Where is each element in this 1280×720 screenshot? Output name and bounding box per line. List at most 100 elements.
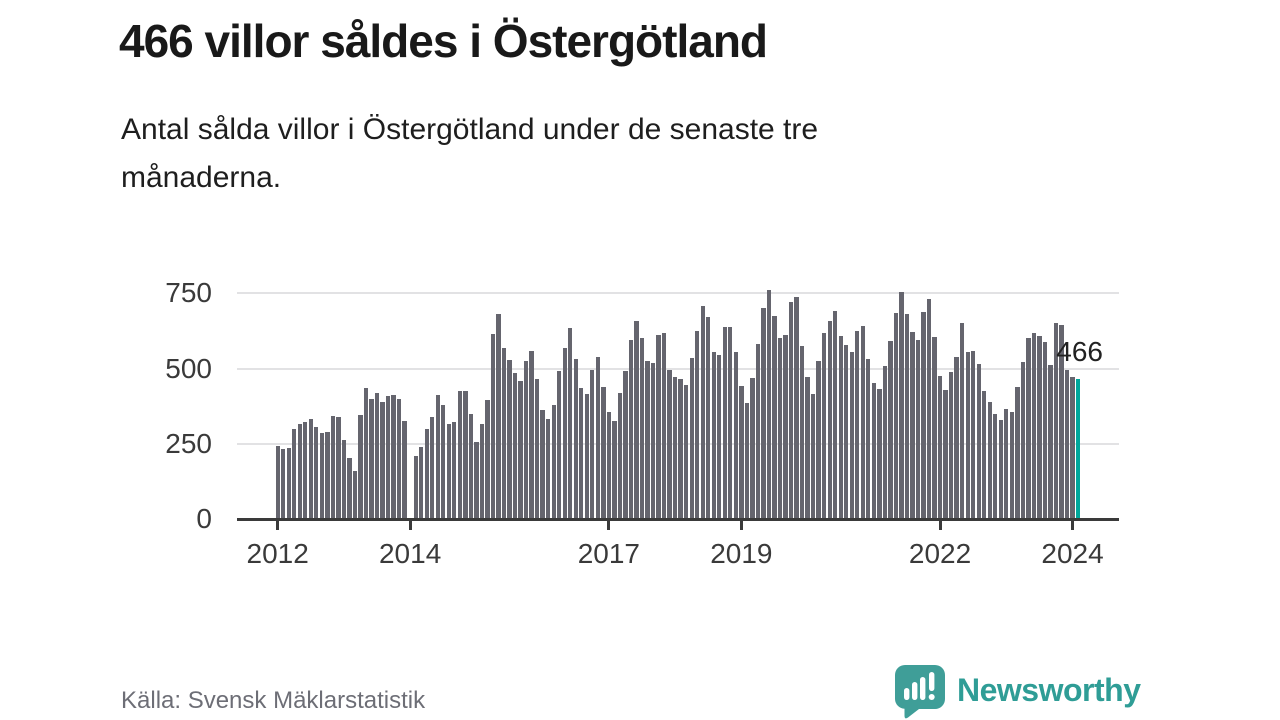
bar xyxy=(568,328,573,520)
bar xyxy=(1004,409,1009,520)
x-axis-label-2019: 2019 xyxy=(710,538,773,569)
bar xyxy=(959,322,965,520)
bar xyxy=(678,378,683,520)
bar xyxy=(507,360,512,520)
bar xyxy=(788,302,794,520)
newsworthy-speech-bubble-chart-icon xyxy=(895,665,945,719)
bar xyxy=(595,356,600,520)
bar xyxy=(877,388,882,520)
bar xyxy=(601,387,606,520)
bar xyxy=(1031,333,1037,520)
x-axis-label-2024: 2024 xyxy=(1041,538,1104,569)
bar xyxy=(628,340,634,520)
subtitle-line-1: Antal sålda villor i Östergötland under … xyxy=(121,113,819,146)
bar xyxy=(844,344,849,520)
bar xyxy=(380,401,385,520)
bar xyxy=(396,398,402,520)
bar xyxy=(518,380,523,520)
bar xyxy=(281,449,286,520)
bar xyxy=(341,440,347,520)
bar xyxy=(1037,336,1042,520)
bar xyxy=(821,333,827,520)
bar xyxy=(739,386,744,520)
x-axis-tick-2012 xyxy=(276,521,280,530)
bar xyxy=(667,369,672,520)
gridline-750 xyxy=(237,292,1119,295)
latest-value-label: 466 xyxy=(1056,336,1103,367)
bar xyxy=(419,447,424,520)
gridline-500 xyxy=(237,367,1119,370)
bar xyxy=(358,415,363,520)
bar xyxy=(308,419,313,520)
bar xyxy=(661,332,667,520)
bar xyxy=(374,393,380,520)
x-axis-tick-2014 xyxy=(408,521,412,530)
bar xyxy=(557,370,562,520)
bar xyxy=(402,420,407,520)
bar xyxy=(772,316,777,520)
bar xyxy=(976,364,981,520)
x-axis-label-2014: 2014 xyxy=(378,538,442,569)
x-axis-tick-2024 xyxy=(1071,521,1075,530)
bar xyxy=(810,393,816,520)
x-axis-tick-2019 xyxy=(739,521,743,530)
brand-name: Newsworthy xyxy=(957,672,1141,708)
bar xyxy=(385,395,391,520)
bar xyxy=(799,345,805,520)
bar xyxy=(347,458,352,520)
bar xyxy=(672,376,678,520)
bar xyxy=(882,365,888,520)
bar xyxy=(722,327,727,520)
bar xyxy=(805,377,810,520)
bar xyxy=(871,383,876,520)
x-axis-line xyxy=(237,518,1119,521)
bar xyxy=(816,361,821,520)
bar xyxy=(794,297,799,520)
bar xyxy=(971,350,976,520)
bar xyxy=(761,308,766,520)
x-axis-label-2017: 2017 xyxy=(577,538,641,569)
bar xyxy=(391,394,396,520)
highlighted-bar-latest xyxy=(1075,378,1081,520)
bar xyxy=(1064,369,1070,520)
bar xyxy=(330,416,336,520)
y-axis-label-500: 500 xyxy=(165,352,212,384)
bar xyxy=(584,393,589,520)
x-axis-label-2012: 2012 xyxy=(246,538,309,569)
bar xyxy=(866,359,871,520)
x-axis-tick-2022 xyxy=(938,521,942,530)
bar xyxy=(645,360,650,520)
bar xyxy=(711,352,716,520)
bar xyxy=(987,402,992,520)
gridline-250 xyxy=(237,443,1119,445)
bar xyxy=(833,311,838,520)
bar xyxy=(562,348,567,520)
bar xyxy=(982,391,987,520)
bar xyxy=(838,336,843,520)
bar xyxy=(910,331,915,520)
bar xyxy=(424,428,429,520)
bar xyxy=(849,351,854,520)
bar xyxy=(948,371,954,520)
bar xyxy=(623,370,628,520)
bar xyxy=(551,405,556,520)
y-axis-label-250: 250 xyxy=(165,428,212,459)
bar xyxy=(1059,325,1064,520)
bar xyxy=(413,456,418,520)
x-axis-label-2022: 2022 xyxy=(908,538,972,569)
bar xyxy=(695,331,700,520)
bar xyxy=(463,391,468,520)
chart-subtitle: Antal sålda villor i Östergötland under … xyxy=(121,106,1161,202)
bar xyxy=(617,393,623,520)
bar xyxy=(452,422,457,520)
bar xyxy=(534,378,540,520)
bar xyxy=(540,409,545,520)
bar xyxy=(606,412,612,520)
bar xyxy=(430,417,435,520)
bar xyxy=(490,333,496,520)
bar xyxy=(689,358,694,520)
bar xyxy=(573,359,578,520)
bar xyxy=(1020,362,1026,520)
bar xyxy=(496,314,501,520)
bar xyxy=(435,394,440,520)
